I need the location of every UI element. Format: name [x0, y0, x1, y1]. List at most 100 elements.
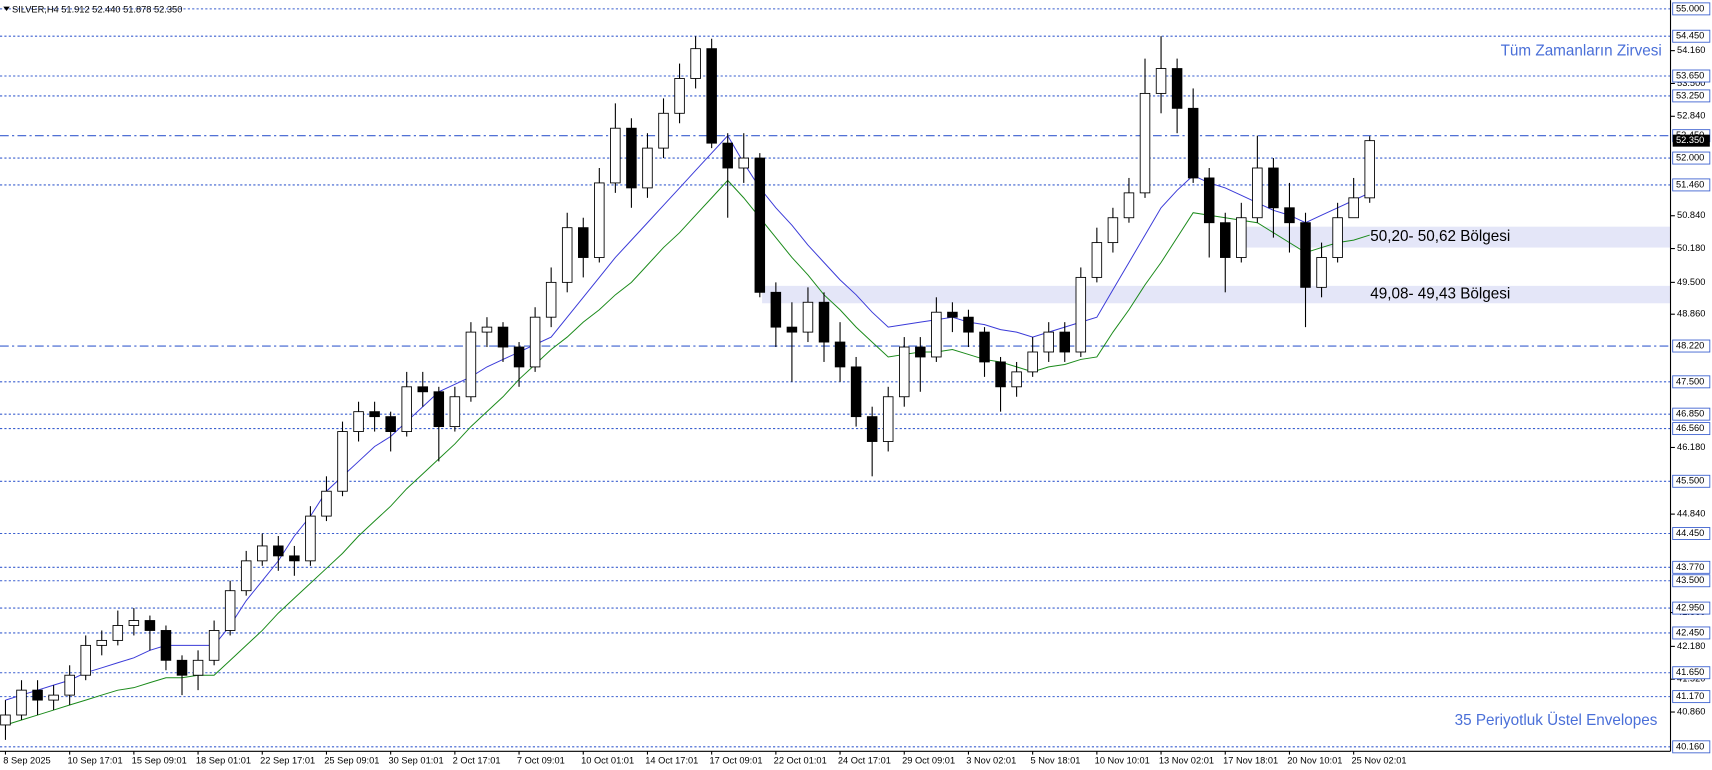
candle-body [947, 311, 958, 318]
candle-body [433, 391, 445, 428]
candle-body [578, 227, 589, 258]
menu-icon[interactable] [3, 6, 10, 12]
candle-body [658, 112, 669, 149]
candle-body [1107, 217, 1119, 244]
candle-body [850, 366, 862, 418]
level-label: 46.560 [1676, 423, 1704, 433]
candle-body [224, 590, 236, 631]
candle-body [1268, 167, 1279, 209]
candle-body [642, 147, 653, 189]
candle-body [0, 714, 11, 726]
level-label: 42.950 [1676, 603, 1704, 613]
level-label-box [1672, 178, 1711, 192]
y-tick-label: 42.180 [1677, 641, 1705, 651]
level-label: 52.000 [1676, 153, 1704, 163]
candle-body [417, 386, 429, 393]
zone [762, 285, 1671, 304]
candle-body [385, 416, 396, 432]
current-price-box [1672, 134, 1710, 147]
candle-body [497, 326, 509, 348]
candle-body [1316, 257, 1327, 288]
level-label: 53.650 [1676, 70, 1704, 80]
candle-body [754, 157, 766, 293]
candle-body [931, 311, 942, 358]
x-tick-label: 17 Nov 18:01 [1223, 756, 1278, 766]
candle-body [882, 396, 894, 442]
candle-body [1043, 331, 1054, 353]
candle-body [96, 639, 108, 646]
candle-body [176, 659, 188, 676]
level-label: 48.220 [1676, 340, 1704, 350]
candle-body [273, 545, 284, 557]
annotation: Tüm Zamanların Zirvesi [1501, 42, 1662, 59]
level-label-box [1672, 69, 1711, 83]
candle-body [1171, 68, 1183, 109]
level-label-box [1672, 151, 1711, 165]
level-label: 43.500 [1676, 575, 1704, 585]
y-tick-label: 50.840 [1677, 210, 1705, 220]
x-tick-label: 22 Sep 17:01 [260, 756, 315, 766]
candle-body [128, 620, 140, 626]
level-label: 54.450 [1676, 31, 1704, 41]
candle-body [899, 346, 910, 398]
level-label-box [1672, 666, 1711, 680]
level-label: 43.770 [1676, 562, 1704, 572]
y-tick-label: 48.860 [1677, 309, 1705, 319]
candle-body [369, 411, 380, 418]
x-tick-label: 15 Sep 09:01 [132, 756, 187, 766]
candle-body [481, 326, 493, 333]
candle-body [1059, 331, 1071, 353]
candle-body [786, 326, 798, 333]
level-label-box [1672, 339, 1711, 353]
candle-body [240, 560, 252, 592]
x-tick-label: 25 Sep 09:01 [324, 756, 379, 766]
level-label: 41.650 [1676, 667, 1704, 677]
candle-body [770, 291, 782, 328]
y-tick-label: 40.860 [1677, 706, 1705, 716]
x-tick-label: 7 Oct 09:01 [517, 756, 565, 766]
candle-body [1091, 242, 1103, 278]
candle-body [1187, 107, 1199, 179]
current-price-label: 52.350 [1676, 135, 1704, 145]
level-label-box [1672, 601, 1711, 615]
level-label: 46.850 [1676, 409, 1704, 419]
candle-body [1252, 167, 1263, 219]
x-tick-label: 30 Sep 01:01 [388, 756, 443, 766]
x-tick-label: 10 Oct 01:01 [581, 756, 634, 766]
x-tick-label: 5 Nov 18:01 [1030, 756, 1080, 766]
level-label-box [1672, 574, 1711, 588]
candle-body [48, 694, 59, 701]
level-label-box [1672, 422, 1711, 436]
candle-body [144, 620, 156, 631]
y-tick-label: 52.840 [1677, 111, 1705, 121]
candle-body [257, 545, 268, 562]
level-label-box [1672, 626, 1711, 640]
candle-body [1300, 222, 1311, 288]
x-tick-label: 25 Nov 02:01 [1351, 756, 1406, 766]
candles-layer [0, 36, 1375, 740]
level-label: 41.170 [1676, 691, 1704, 701]
candle-body [465, 331, 477, 398]
candle-body [674, 78, 685, 114]
level-label: 55.000 [1676, 3, 1704, 13]
candle-body [1155, 68, 1167, 94]
level-label: 42.450 [1676, 627, 1704, 637]
zones-layer [762, 226, 1671, 304]
candle-body [289, 555, 300, 562]
candle-body [337, 431, 348, 492]
candle-body [321, 490, 332, 517]
level-label-box [1672, 690, 1711, 704]
candle-body [915, 346, 926, 358]
level-label-box [1672, 89, 1711, 103]
level-label-box [1672, 29, 1711, 43]
candle-body [401, 386, 412, 432]
level-label-box [1672, 527, 1711, 540]
level-label-box [1672, 2, 1711, 16]
x-tick-label: 14 Oct 17:01 [645, 756, 698, 766]
annotation: 35 Periyotluk Üstel Envelopes [1455, 711, 1658, 729]
x-tick-label: 3 Nov 02:01 [966, 756, 1016, 766]
candle-body [594, 182, 605, 258]
x-tick-label: 10 Sep 17:01 [67, 756, 122, 766]
candle-body [722, 142, 733, 169]
